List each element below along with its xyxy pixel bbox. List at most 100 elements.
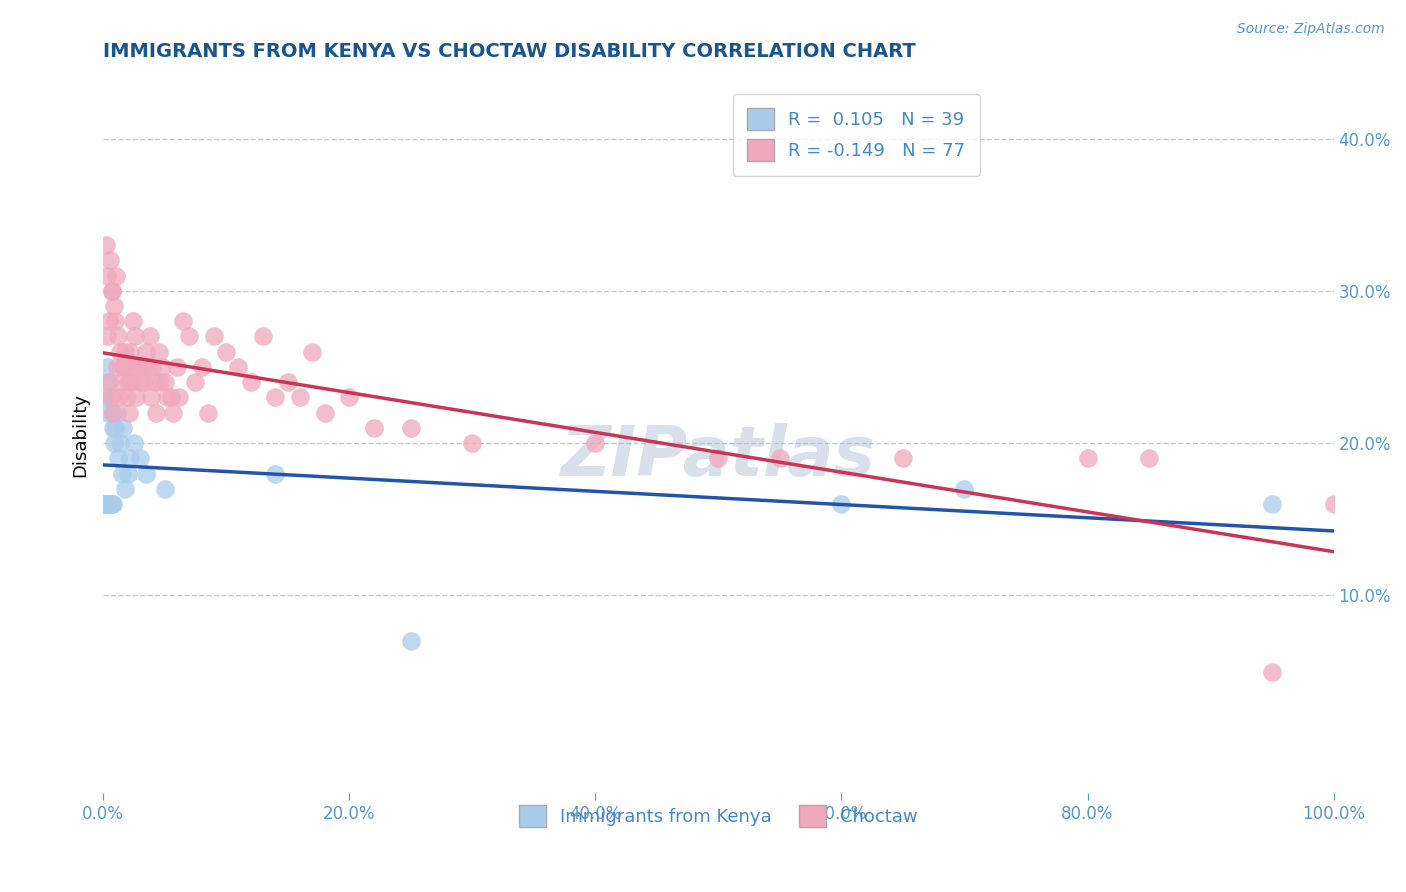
Point <box>122 359 145 374</box>
Point <box>1261 497 1284 511</box>
Point <box>105 359 128 374</box>
Point <box>96 497 118 511</box>
Point <box>461 436 484 450</box>
Point <box>101 406 124 420</box>
Point <box>110 375 132 389</box>
Point <box>179 329 201 343</box>
Point <box>1137 451 1160 466</box>
Point <box>314 406 336 420</box>
Point <box>117 467 139 481</box>
Point <box>1261 665 1284 679</box>
Point <box>288 391 311 405</box>
Point <box>96 268 118 283</box>
Point <box>98 253 121 268</box>
Point <box>239 375 262 389</box>
Point <box>135 467 157 481</box>
Point <box>97 375 120 389</box>
Text: Source: ZipAtlas.com: Source: ZipAtlas.com <box>1237 22 1385 37</box>
Point <box>891 451 914 466</box>
Point <box>277 375 299 389</box>
Point <box>94 238 117 252</box>
Point <box>228 359 250 374</box>
Point <box>96 497 118 511</box>
Point <box>104 421 127 435</box>
Point <box>111 421 134 435</box>
Point <box>125 391 148 405</box>
Point <box>120 375 142 389</box>
Point <box>111 359 134 374</box>
Point <box>129 451 152 466</box>
Point <box>337 391 360 405</box>
Point <box>114 482 136 496</box>
Point <box>101 497 124 511</box>
Point <box>583 436 606 450</box>
Point <box>97 406 120 420</box>
Point <box>104 314 127 328</box>
Point <box>98 314 121 328</box>
Point <box>122 436 145 450</box>
Point <box>156 391 179 405</box>
Point <box>252 329 274 343</box>
Point <box>202 329 225 343</box>
Point <box>707 451 730 466</box>
Point <box>118 406 141 420</box>
Point <box>120 451 142 466</box>
Point <box>120 344 142 359</box>
Point <box>162 406 184 420</box>
Point <box>148 344 170 359</box>
Point <box>114 344 136 359</box>
Text: ZIPatlas: ZIPatlas <box>561 424 876 491</box>
Point <box>115 391 138 405</box>
Point <box>101 284 124 298</box>
Point <box>139 329 162 343</box>
Point <box>149 375 172 389</box>
Point <box>159 391 181 405</box>
Point <box>190 359 212 374</box>
Point <box>101 421 124 435</box>
Point <box>1076 451 1098 466</box>
Point <box>100 497 122 511</box>
Point <box>132 375 155 389</box>
Point <box>145 406 167 420</box>
Point <box>184 375 207 389</box>
Point <box>110 467 132 481</box>
Point <box>143 375 166 389</box>
Point <box>96 497 118 511</box>
Point <box>98 497 121 511</box>
Point <box>97 497 120 511</box>
Point <box>100 406 122 420</box>
Point <box>169 391 191 405</box>
Point <box>264 467 287 481</box>
Point <box>1323 497 1346 511</box>
Y-axis label: Disability: Disability <box>72 393 89 477</box>
Point <box>141 359 163 374</box>
Point <box>100 391 122 405</box>
Point <box>197 406 219 420</box>
Point <box>107 329 129 343</box>
Point <box>98 497 121 511</box>
Point <box>830 497 852 511</box>
Point <box>103 299 125 313</box>
Point <box>96 359 118 374</box>
Point <box>105 406 128 420</box>
Point <box>108 391 131 405</box>
Point <box>129 375 152 389</box>
Point <box>399 634 422 648</box>
Point <box>769 451 792 466</box>
Point <box>399 421 422 435</box>
Point <box>127 359 149 374</box>
Point <box>98 375 121 389</box>
Point <box>121 314 143 328</box>
Point <box>97 497 120 511</box>
Point <box>172 314 194 328</box>
Point <box>110 436 132 450</box>
Point <box>94 497 117 511</box>
Point <box>103 436 125 450</box>
Point <box>112 359 135 374</box>
Point <box>100 284 122 298</box>
Point <box>135 344 157 359</box>
Point <box>166 359 188 374</box>
Point <box>301 344 323 359</box>
Point <box>215 344 238 359</box>
Point <box>136 359 159 374</box>
